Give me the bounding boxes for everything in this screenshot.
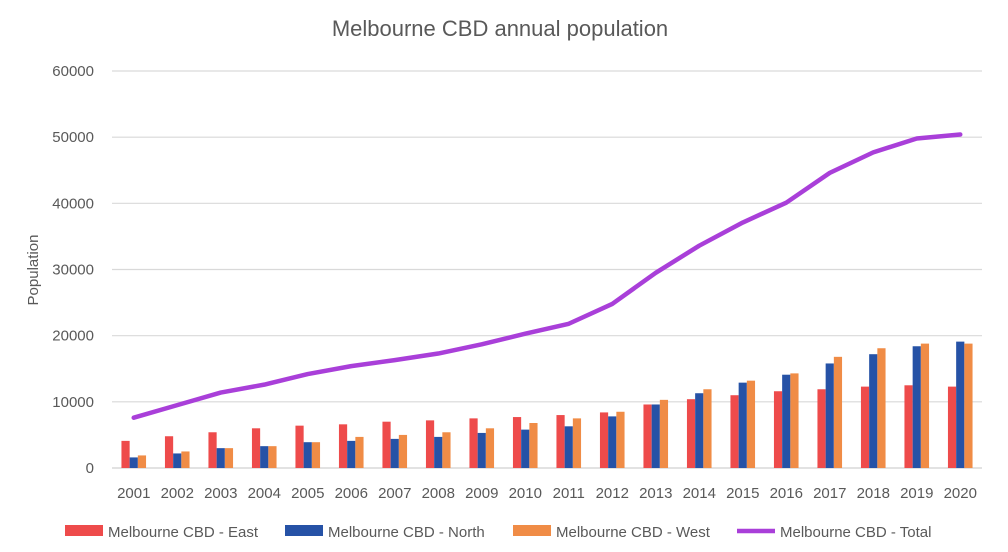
legend-swatch <box>65 525 103 536</box>
x-tick-label: 2005 <box>291 485 324 502</box>
bar-north-2012 <box>608 416 617 468</box>
x-tick-label: 2010 <box>509 485 542 502</box>
bar-north-2017 <box>825 363 834 468</box>
legend-label: Melbourne CBD - Total <box>780 524 931 541</box>
bar-west-2018 <box>877 348 886 468</box>
bar-west-2017 <box>833 356 843 468</box>
bar-west-2016 <box>790 373 799 468</box>
bar-east-2019 <box>904 385 913 468</box>
bar-east-2009 <box>469 418 478 468</box>
x-tick-label: 2006 <box>335 485 368 502</box>
bar-west-2001 <box>137 455 147 468</box>
x-tick-label: 2011 <box>553 485 585 502</box>
x-tick-label: 2016 <box>770 485 803 502</box>
bar-east-2020 <box>947 386 957 468</box>
x-tick-label: 2001 <box>117 485 150 502</box>
bar-east-2013 <box>643 404 652 468</box>
bar-west-2007 <box>398 434 408 468</box>
bar-west-2006 <box>355 436 364 468</box>
x-tick-label: 2014 <box>683 485 716 502</box>
legend-label: Melbourne CBD - North <box>328 524 485 541</box>
x-tick-label: 2004 <box>248 485 281 502</box>
legend-label: Melbourne CBD - West <box>556 524 711 541</box>
bar-north-2019 <box>912 346 921 468</box>
x-tick-label: 2002 <box>161 485 194 502</box>
bar-west-2002 <box>181 451 190 468</box>
bar-north-2002 <box>173 453 182 468</box>
bar-east-2014 <box>686 399 696 468</box>
bar-east-2017 <box>817 389 826 468</box>
bar-west-2013 <box>659 399 669 468</box>
bar-north-2011 <box>564 426 573 468</box>
bar-west-2011 <box>572 418 582 468</box>
bar-north-2020 <box>956 341 965 468</box>
chart-title: Melbourne CBD annual population <box>332 16 668 41</box>
x-tick-label: 2013 <box>639 485 672 502</box>
bar-east-2004 <box>251 428 261 468</box>
bar-west-2008 <box>442 432 451 468</box>
y-tick-label: 30000 <box>52 262 94 279</box>
bar-west-2019 <box>920 343 930 468</box>
bar-north-2005 <box>303 442 312 468</box>
y-tick-label: 20000 <box>52 328 94 345</box>
legend-swatch <box>285 525 323 536</box>
bar-north-2008 <box>434 436 443 468</box>
bar-east-2015 <box>730 395 739 468</box>
bar-north-2015 <box>738 382 747 468</box>
bar-north-2004 <box>260 446 269 468</box>
bar-east-2002 <box>164 436 174 468</box>
y-tick-label: 0 <box>86 460 94 477</box>
y-tick-label: 50000 <box>52 129 94 146</box>
x-tick-label: 2009 <box>465 485 498 502</box>
bar-west-2020 <box>964 343 973 468</box>
bar-east-2018 <box>860 386 870 468</box>
bar-east-2012 <box>599 412 609 468</box>
bar-north-2003 <box>216 448 225 468</box>
legend-swatch <box>513 525 551 536</box>
bar-east-2007 <box>382 421 391 468</box>
x-tick-label: 2015 <box>726 485 759 502</box>
bar-north-2001 <box>129 457 138 468</box>
bar-north-2016 <box>782 374 791 468</box>
bar-north-2007 <box>390 438 399 468</box>
bar-east-2010 <box>512 417 522 468</box>
bar-west-2010 <box>529 423 538 468</box>
bar-west-2003 <box>224 448 234 468</box>
bar-north-2006 <box>347 440 356 468</box>
x-tick-label: 2019 <box>900 485 933 502</box>
y-tick-label: 10000 <box>52 394 94 411</box>
bar-east-2011 <box>556 415 565 468</box>
legend-label: Melbourne CBD - East <box>108 524 259 541</box>
bar-east-2006 <box>338 424 348 468</box>
bar-west-2015 <box>746 380 756 468</box>
bar-east-2008 <box>425 420 435 468</box>
bar-east-2005 <box>295 425 304 468</box>
bar-west-2012 <box>616 411 625 468</box>
y-axis-label: Population <box>25 235 42 306</box>
bar-west-2005 <box>311 442 321 468</box>
bar-north-2013 <box>651 404 660 468</box>
bar-west-2009 <box>485 428 495 468</box>
bar-west-2014 <box>703 389 712 468</box>
y-tick-label: 60000 <box>52 63 94 80</box>
bar-east-2001 <box>121 440 130 468</box>
x-tick-label: 2007 <box>378 485 411 502</box>
bar-north-2018 <box>869 354 878 468</box>
x-tick-label: 2018 <box>857 485 890 502</box>
bar-north-2010 <box>521 429 530 468</box>
bar-east-2016 <box>773 391 783 468</box>
x-tick-label: 2003 <box>204 485 237 502</box>
x-tick-label: 2008 <box>422 485 455 502</box>
y-tick-label: 40000 <box>52 195 94 212</box>
line-total <box>131 132 963 420</box>
bar-west-2004 <box>268 446 277 468</box>
x-tick-label: 2012 <box>596 485 629 502</box>
bar-north-2009 <box>477 432 486 468</box>
x-tick-label: 2020 <box>944 485 977 502</box>
x-tick-label: 2017 <box>813 485 846 502</box>
bar-east-2003 <box>208 432 217 468</box>
bar-north-2014 <box>695 393 704 468</box>
